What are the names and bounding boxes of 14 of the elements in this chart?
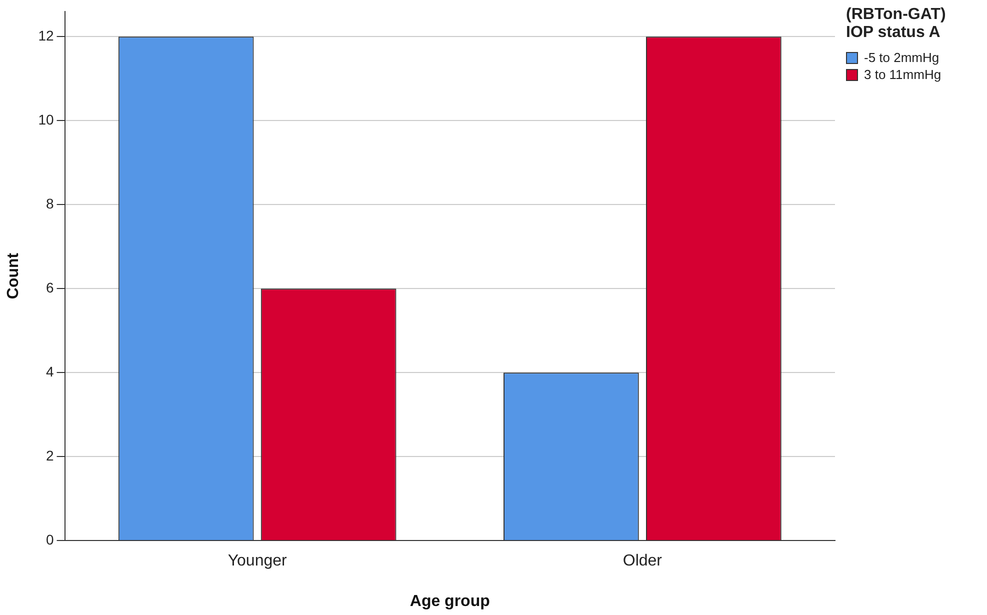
legend-title: (RBTon-GAT) IOP status A bbox=[846, 6, 947, 42]
x-tick-label: Younger bbox=[228, 552, 288, 570]
x-tick-label: Older bbox=[622, 552, 663, 570]
y-axis-title: Count bbox=[5, 252, 22, 300]
y-tick-label: 2 bbox=[46, 447, 54, 464]
y-tick-label: 10 bbox=[38, 111, 54, 128]
legend-label: 3 to 11mmHg bbox=[864, 67, 942, 82]
legend-label: -5 to 2mmHg bbox=[864, 50, 940, 65]
y-tick-label: 12 bbox=[38, 27, 54, 44]
x-axis-title: Age group bbox=[410, 592, 490, 610]
y-tick-label: 4 bbox=[46, 363, 54, 380]
y-tick-label: 6 bbox=[46, 279, 54, 296]
y-tick-label: 8 bbox=[46, 195, 54, 212]
y-tick-label: 0 bbox=[46, 531, 54, 548]
